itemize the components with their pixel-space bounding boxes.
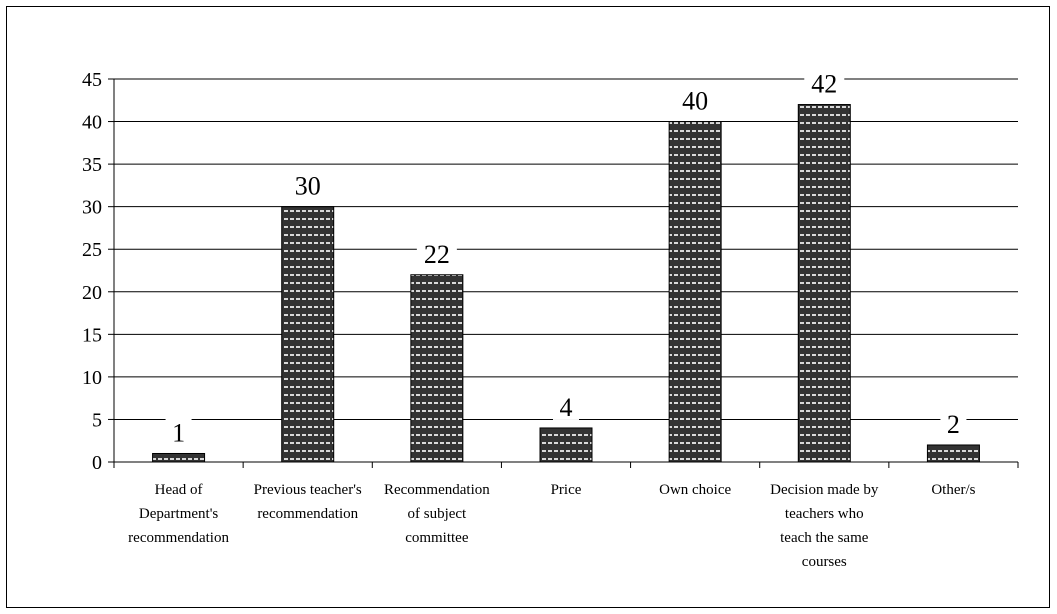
x-category-label: teachers who (785, 506, 864, 522)
x-category-label: Price (551, 482, 582, 498)
data-label-bg (165, 417, 192, 446)
y-tick-label: 45 (82, 69, 102, 91)
bar (410, 274, 464, 463)
x-category-label: teach the same (780, 530, 869, 546)
bar (926, 444, 980, 463)
x-category-label: Previous teacher's (254, 482, 362, 498)
data-label-bg (287, 170, 328, 199)
y-tick-label: 35 (82, 154, 102, 176)
y-tick-label: 5 (92, 409, 102, 431)
x-category-label: Recommendation (384, 482, 490, 498)
bars (152, 104, 980, 463)
data-label: 22 (424, 240, 450, 269)
data-label-bg (416, 238, 457, 267)
y-tick-label: 10 (82, 367, 102, 389)
y-tick-label: 0 (92, 452, 102, 474)
x-category-label: Own choice (659, 482, 731, 498)
y-tick-label: 20 (82, 282, 102, 304)
gridlines (114, 78, 1018, 420)
data-label: 40 (682, 87, 708, 116)
y-tick-labels: 0 5 10 15 20 25 30 35 40 45 (82, 69, 102, 474)
data-label: 1 (172, 418, 185, 447)
data-label-bg (675, 85, 716, 114)
data-label-bg (553, 391, 579, 420)
x-category-label: Decision made by (770, 482, 879, 498)
bar-chart: 0 5 10 15 20 25 30 35 40 45 1 30 22 4 40 42 2 Head of De… (82, 68, 1019, 570)
x-category-label: Other/s (931, 482, 975, 498)
data-label: 2 (947, 410, 960, 439)
x-category-label: recommendation (257, 506, 358, 522)
bar (152, 452, 206, 463)
data-label: 42 (811, 70, 837, 99)
bar (797, 104, 851, 463)
chart-frame: 0 5 10 15 20 25 30 35 40 45 1 30 22 4 40 42 2 Head of De… (6, 6, 1050, 608)
y-tick-label: 25 (82, 239, 102, 261)
y-tick-label: 40 (82, 112, 102, 134)
data-label: 4 (560, 393, 573, 422)
data-label-bg (804, 68, 845, 97)
bar (281, 206, 335, 463)
x-category-label: courses (802, 554, 847, 570)
x-category-label: of subject (407, 506, 467, 522)
x-category-label: recommendation (128, 530, 229, 546)
data-labels: 1 30 22 4 40 42 2 (165, 68, 967, 447)
bar (668, 121, 722, 463)
x-category-label: committee (405, 530, 469, 546)
data-label-bg (940, 408, 967, 437)
data-label: 30 (295, 172, 321, 201)
x-category-label: Department's (139, 506, 219, 522)
x-category-labels: Head of Department's recommendation Previou… (128, 482, 975, 570)
y-tick-label: 15 (82, 324, 102, 346)
x-category-label: Head of (155, 482, 203, 498)
y-tick-label: 30 (82, 197, 102, 219)
bar (539, 427, 593, 463)
